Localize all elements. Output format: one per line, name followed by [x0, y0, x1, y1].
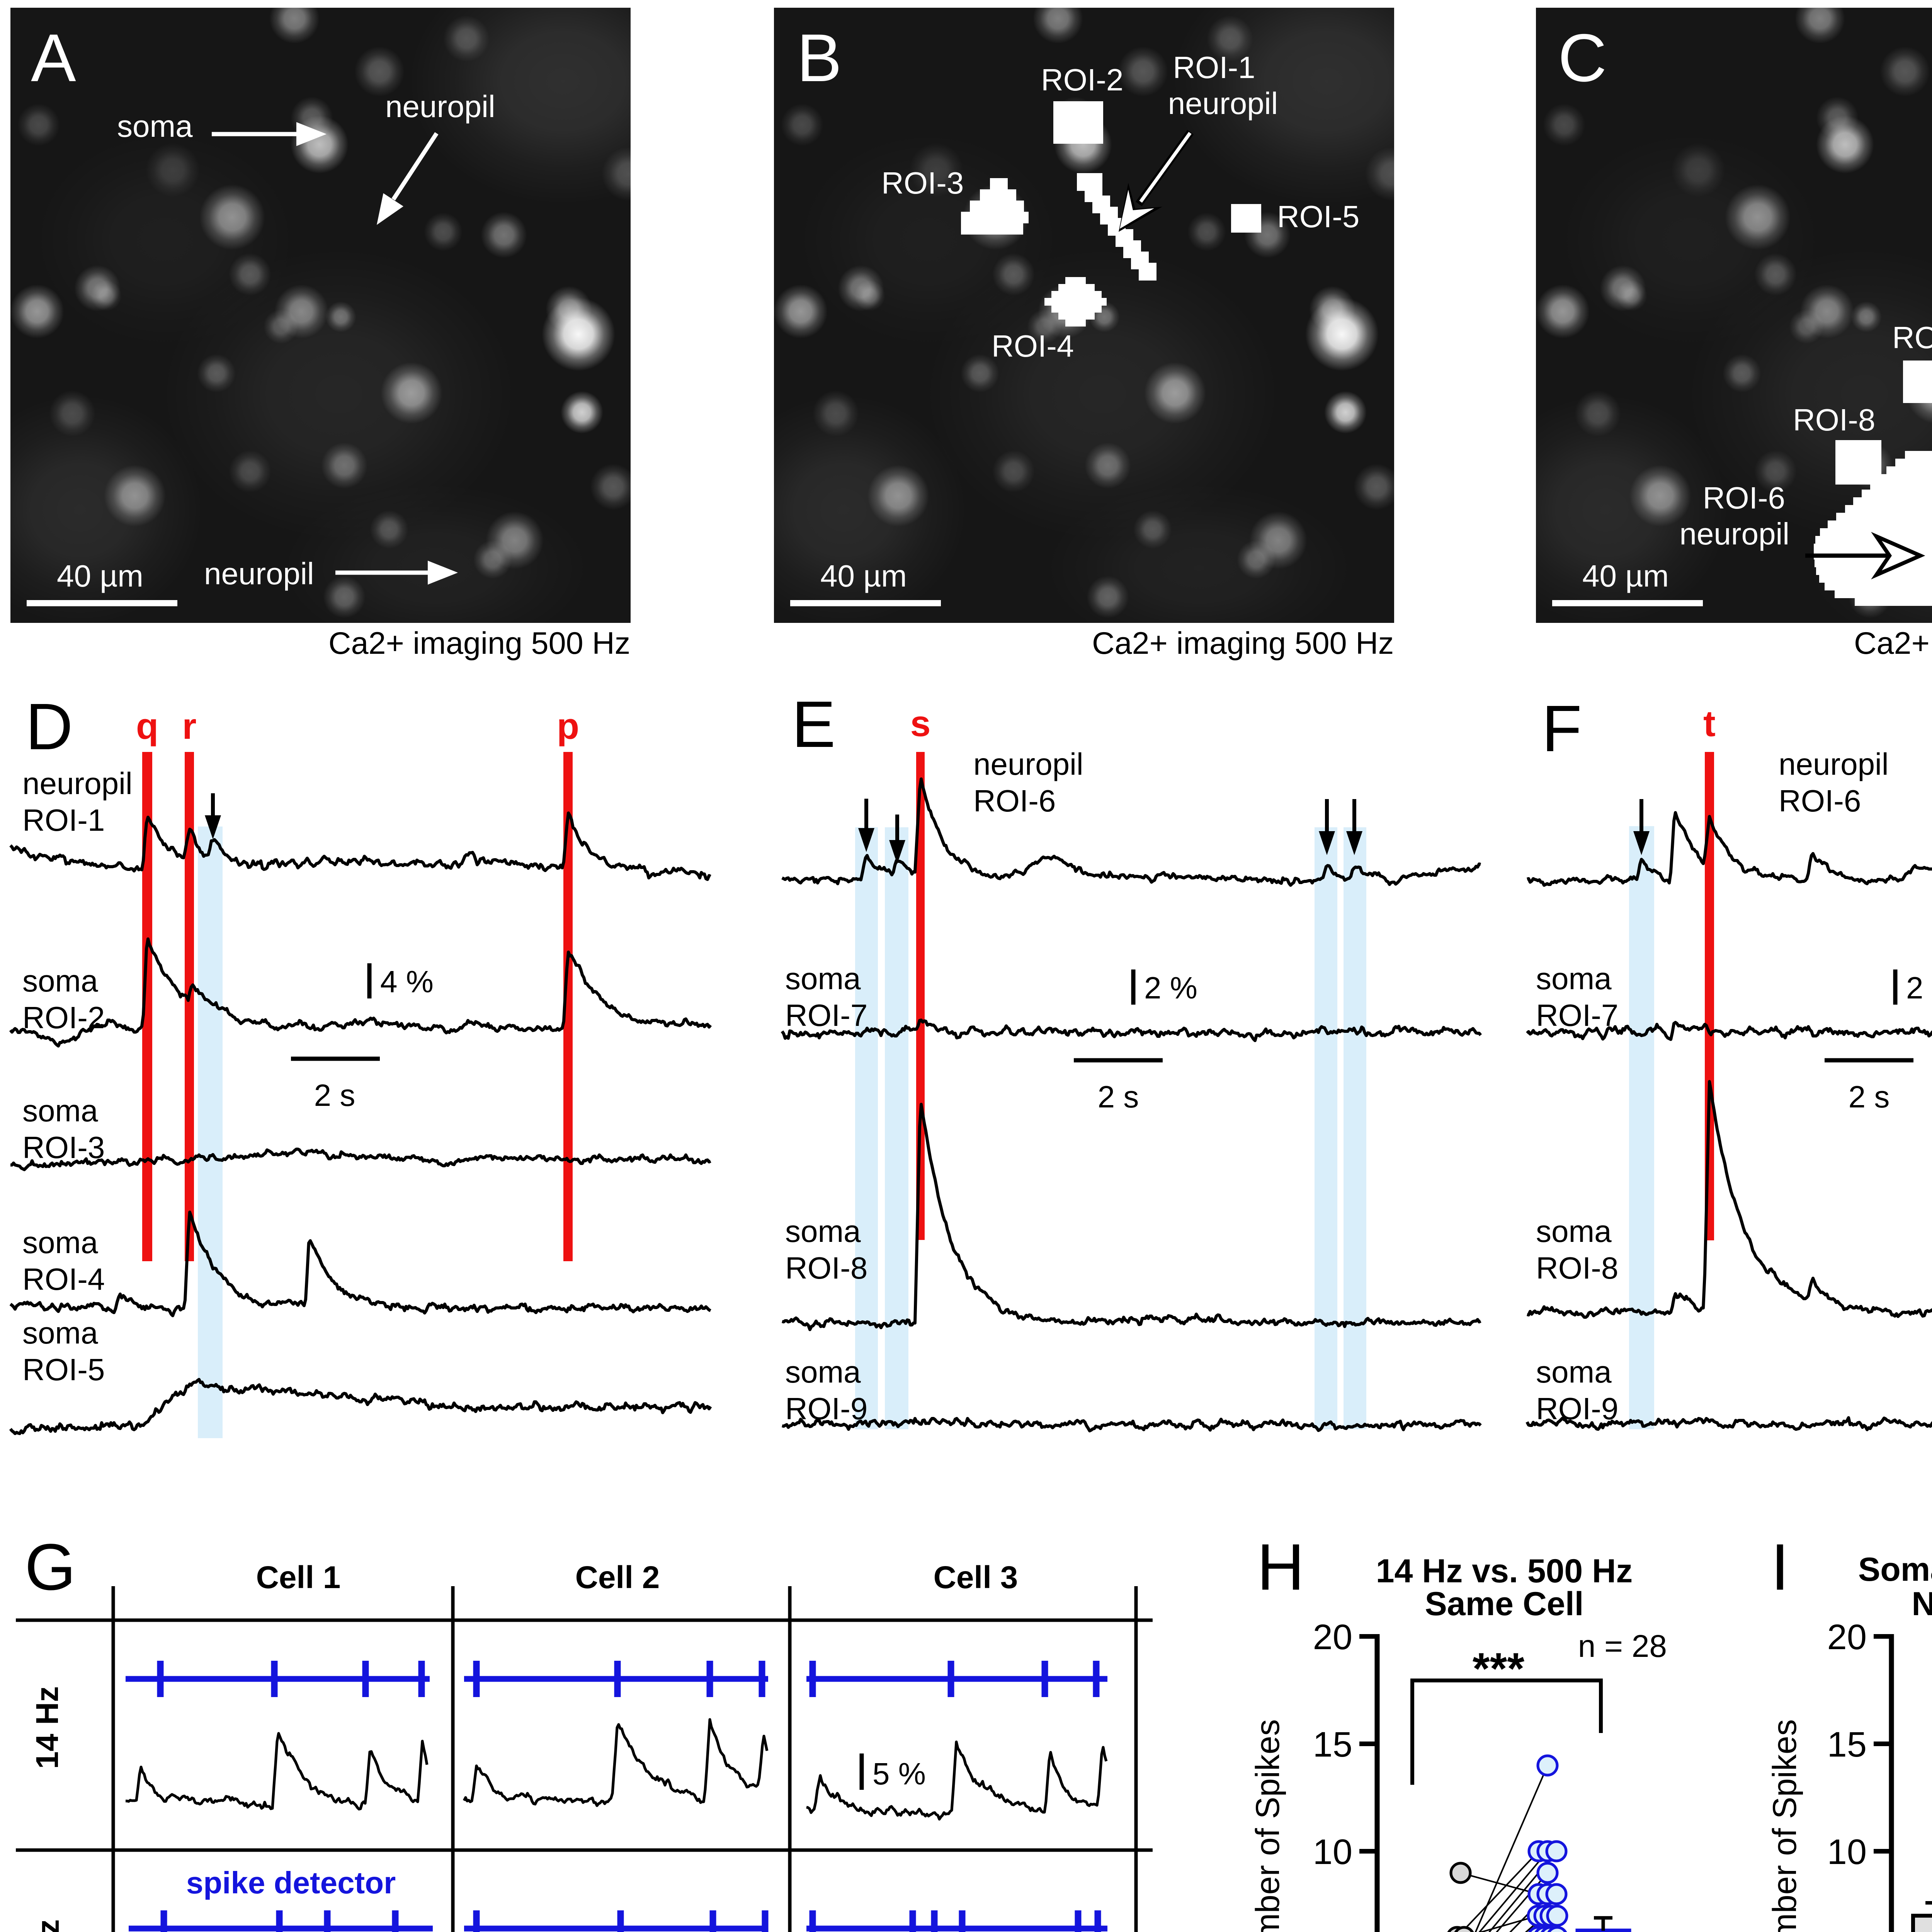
svg-text:20: 20 — [1827, 1617, 1867, 1657]
svg-text:soma: soma — [22, 1094, 98, 1128]
svg-text:neuropil: neuropil — [22, 766, 133, 801]
svg-text:soma: soma — [22, 1225, 98, 1260]
svg-text:spike detector: spike detector — [186, 1866, 396, 1900]
svg-text:n = 28: n = 28 — [1578, 1629, 1667, 1664]
svg-text:Cell 2: Cell 2 — [575, 1560, 660, 1595]
svg-text:neuropil: neuropil — [973, 747, 1083, 781]
svg-text:Nearby Cell: Nearby Cell — [1912, 1585, 1932, 1622]
svg-text:E: E — [792, 688, 835, 761]
svg-text:ROI-3: ROI-3 — [881, 166, 964, 200]
svg-text:G: G — [25, 1531, 76, 1604]
svg-text:I: I — [1771, 1531, 1789, 1604]
svg-text:ROI-8: ROI-8 — [1536, 1251, 1618, 1285]
svg-text:H: H — [1257, 1531, 1304, 1604]
svg-text:D: D — [26, 690, 73, 764]
svg-text:2 s: 2 s — [1849, 1080, 1890, 1114]
svg-text:p: p — [557, 706, 579, 747]
svg-text:soma: soma — [22, 1316, 98, 1350]
svg-text:t: t — [1703, 703, 1716, 744]
svg-text:soma: soma — [785, 1214, 861, 1248]
svg-text:40 µm: 40 µm — [57, 559, 143, 593]
svg-text:ROI-6: ROI-6 — [1703, 481, 1785, 515]
svg-text:neuropil: neuropil — [1779, 747, 1889, 781]
svg-text:F: F — [1542, 692, 1582, 765]
svg-text:5 %: 5 % — [872, 1757, 926, 1791]
svg-text:ROI-2: ROI-2 — [1041, 63, 1123, 97]
svg-text:Ca2+ imaging 500 Hz: Ca2+ imaging 500 Hz — [1854, 626, 1932, 661]
svg-text:ROI-9: ROI-9 — [1892, 320, 1932, 355]
svg-text:A: A — [31, 20, 76, 96]
svg-text:ROI-5: ROI-5 — [1277, 199, 1359, 234]
svg-text:Soma vs. Neuropil: Soma vs. Neuropil — [1858, 1551, 1932, 1588]
svg-text:soma: soma — [1536, 961, 1612, 996]
svg-text:soma: soma — [1536, 1355, 1612, 1389]
svg-text:neuropil: neuropil — [1168, 86, 1278, 121]
svg-text:neuropil: neuropil — [385, 89, 495, 124]
svg-text:2 %: 2 % — [1906, 971, 1932, 1005]
svg-text:20: 20 — [1313, 1617, 1352, 1657]
svg-text:ROI-3: ROI-3 — [22, 1130, 105, 1165]
svg-text:soma: soma — [117, 109, 193, 143]
svg-text:40 µm: 40 µm — [820, 559, 907, 593]
svg-text:ROI-1: ROI-1 — [22, 803, 105, 837]
svg-text:2 %: 2 % — [1144, 971, 1197, 1005]
svg-text:ROI-7: ROI-7 — [1536, 998, 1618, 1032]
svg-text:Number of Spikes: Number of Spikes — [1766, 1719, 1803, 1932]
svg-text:***: *** — [1473, 1644, 1525, 1694]
svg-text:r: r — [182, 706, 197, 747]
svg-text:ROI-8: ROI-8 — [785, 1251, 867, 1285]
svg-text:10: 10 — [1313, 1832, 1352, 1872]
svg-text:ROI-4: ROI-4 — [992, 329, 1074, 363]
svg-text:2 s: 2 s — [314, 1078, 355, 1112]
svg-text:ROI-4: ROI-4 — [22, 1262, 105, 1296]
svg-text:2 s: 2 s — [1098, 1080, 1139, 1114]
svg-text:Cell 1: Cell 1 — [256, 1560, 341, 1595]
svg-text:ROI-6: ROI-6 — [973, 784, 1056, 818]
svg-text:soma: soma — [1536, 1214, 1612, 1248]
svg-text:ROI-7: ROI-7 — [785, 998, 867, 1032]
svg-text:Ca2+ imaging 500 Hz: Ca2+ imaging 500 Hz — [1092, 626, 1394, 661]
svg-text:C: C — [1558, 20, 1607, 96]
svg-text:ROI-6: ROI-6 — [1779, 784, 1861, 818]
svg-text:4 %: 4 % — [380, 964, 434, 999]
svg-text:ROI-1: ROI-1 — [1173, 50, 1255, 85]
svg-text:14 Hz: 14 Hz — [30, 1686, 65, 1769]
svg-text:soma: soma — [785, 1355, 861, 1389]
svg-text:15: 15 — [1313, 1725, 1352, 1764]
svg-text:14 Hz vs. 500 Hz: 14 Hz vs. 500 Hz — [1376, 1553, 1633, 1590]
svg-text:Cell 3: Cell 3 — [934, 1560, 1018, 1595]
svg-text:neuropil: neuropil — [204, 556, 314, 591]
svg-text:s: s — [910, 703, 931, 744]
svg-text:15: 15 — [1827, 1725, 1867, 1764]
svg-text:soma: soma — [785, 961, 861, 996]
svg-text:40 µm: 40 µm — [1582, 559, 1669, 593]
svg-text:B: B — [797, 20, 842, 96]
svg-text:Ca2+ imaging 500 Hz: Ca2+ imaging 500 Hz — [328, 626, 630, 661]
svg-text:ROI-5: ROI-5 — [22, 1352, 105, 1387]
svg-text:q: q — [136, 706, 158, 747]
svg-text:Number of Spikes: Number of Spikes — [1249, 1719, 1286, 1932]
svg-text:Same Cell: Same Cell — [1425, 1585, 1583, 1622]
svg-text:soma: soma — [22, 964, 98, 998]
svg-text:500 Hz: 500 Hz — [31, 1919, 66, 1932]
svg-text:ROI-8: ROI-8 — [1793, 403, 1875, 437]
svg-text:neuropil: neuropil — [1679, 517, 1789, 551]
svg-text:10: 10 — [1827, 1832, 1867, 1872]
